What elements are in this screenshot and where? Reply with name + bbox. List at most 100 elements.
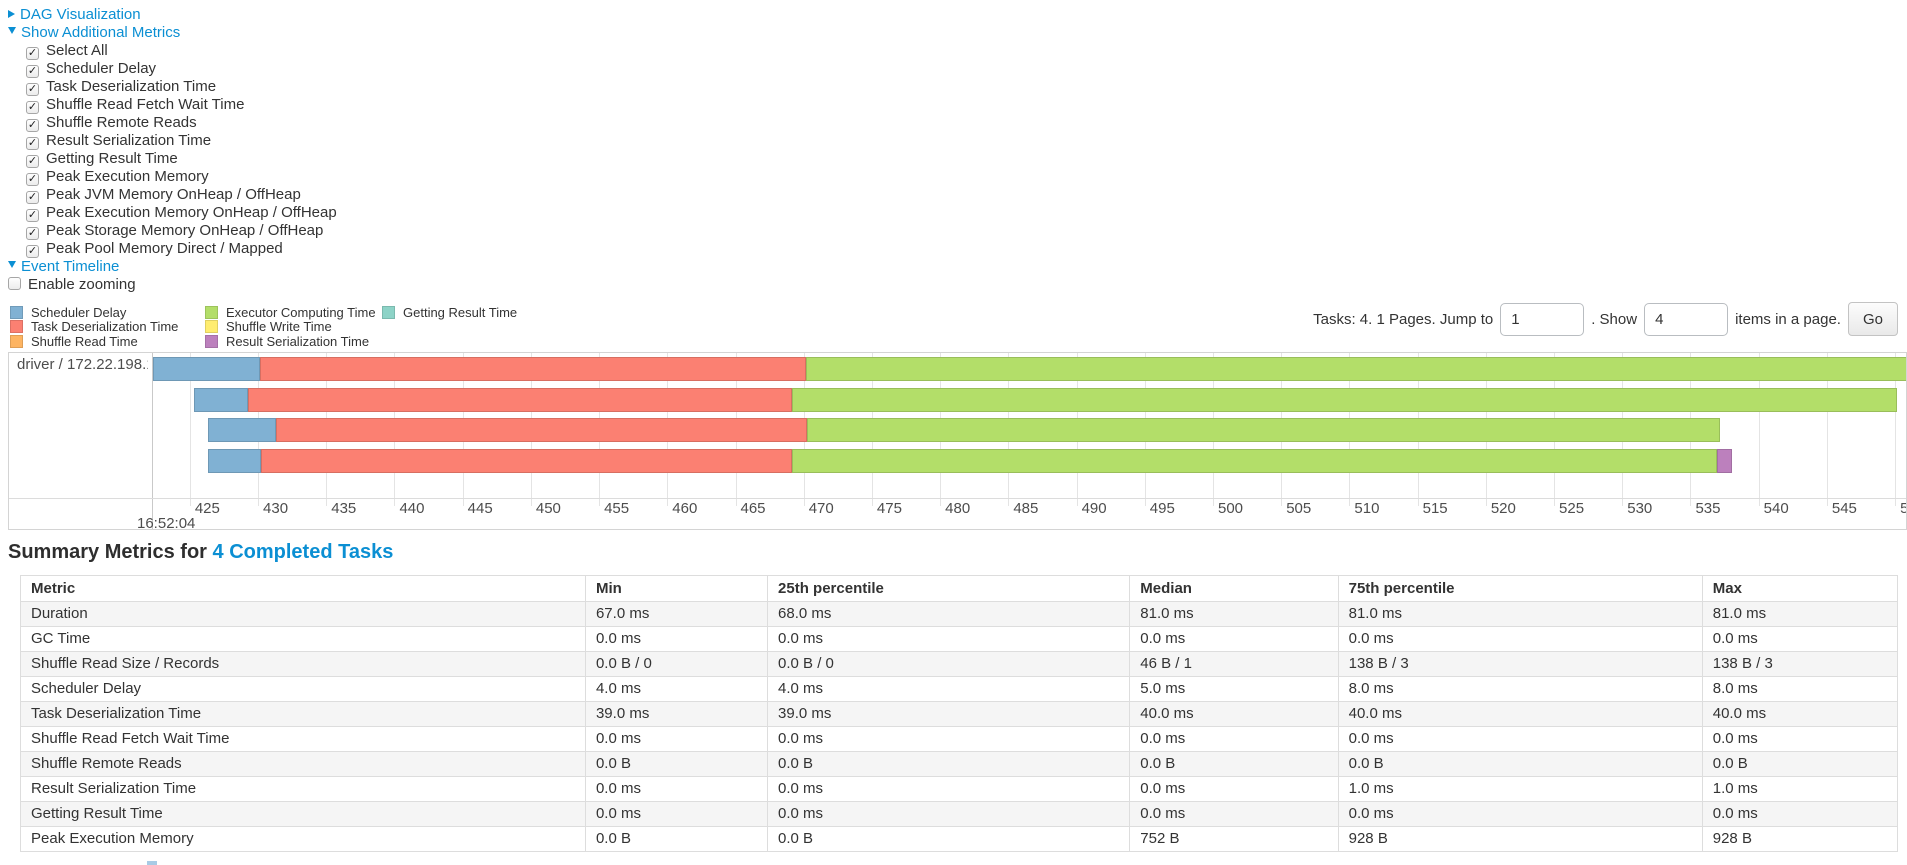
metric-value-cell: 0.0 B (767, 826, 1131, 852)
metric-value-cell: 0.0 ms (584, 626, 769, 652)
cutoff-content-fragment (147, 861, 157, 865)
legend-label: Scheduler Delay (31, 304, 127, 320)
event-timeline-toggle[interactable]: Event Timeline (8, 258, 337, 276)
task-segment-scheduler-delay[interactable] (207, 449, 262, 474)
checkbox-icon: ✓ (26, 101, 39, 114)
axis-tick-label: 460 (672, 500, 698, 517)
metric-checkbox-label: Peak JVM Memory OnHeap / OffHeap (46, 186, 301, 203)
checkbox-icon (8, 277, 21, 290)
metric-checkbox-peak-execution-memory-onheap-offheap[interactable]: ✓ Peak Execution Memory OnHeap / OffHeap (26, 204, 337, 222)
task-segment-scheduler-delay[interactable] (194, 387, 248, 412)
metric-name-cell: Scheduler Delay (20, 676, 586, 702)
axis-major-label: 16:52:04 (137, 515, 196, 530)
chevron-down-icon (8, 261, 16, 268)
metric-name-cell: Shuffle Remote Reads (20, 751, 586, 777)
checkbox-icon: ✓ (26, 83, 39, 96)
metric-checkbox-label: Shuffle Remote Reads (46, 114, 197, 131)
metric-checkbox-result-serialization-time[interactable]: ✓ Result Serialization Time (26, 132, 337, 150)
pagination-mid-text: . Show (1591, 310, 1638, 328)
table-header-75th-percentile: 75th percentile (1337, 575, 1703, 602)
metric-checkbox-shuffle-read-fetch-wait-time[interactable]: ✓ Shuffle Read Fetch Wait Time (26, 96, 337, 114)
task-segment-task-deserialization[interactable] (261, 449, 793, 474)
legend-swatch-icon (205, 320, 218, 334)
task-timeline-bar[interactable] (153, 357, 1906, 381)
metric-value-cell: 0.0 ms (1701, 726, 1899, 752)
pagination-suffix-text: items in a page. (1735, 310, 1841, 328)
timeline-group-labels: driver / 172.22.198.104 (9, 353, 153, 529)
chevron-down-icon (8, 27, 16, 34)
jump-to-page-input[interactable] (1500, 302, 1585, 336)
axis-tick-label: 540 (1763, 500, 1789, 517)
metric-value-cell: 0.0 ms (584, 776, 769, 802)
metric-checkbox-shuffle-remote-reads[interactable]: ✓ Shuffle Remote Reads (26, 114, 337, 132)
task-segment-task-deserialization[interactable] (247, 387, 793, 412)
metric-value-cell: 0.0 ms (1701, 626, 1899, 652)
show-additional-metrics-toggle[interactable]: Show Additional Metrics (8, 24, 337, 42)
table-header-25th-percentile: 25th percentile (767, 575, 1131, 602)
metric-checkbox-peak-pool-memory-direct-mapped[interactable]: ✓ Peak Pool Memory Direct / Mapped (26, 240, 337, 258)
task-segment-task-deserialization[interactable] (260, 357, 807, 381)
timeline-legend: Scheduler Delay Task Deserialization Time… (10, 305, 517, 349)
summary-metrics-title: Summary Metrics for 4 Completed Tasks (8, 541, 393, 564)
enable-zooming-label: Enable zooming (28, 276, 136, 293)
axis-tick-label: 530 (1627, 500, 1653, 517)
metric-checkbox-label: Getting Result Time (46, 150, 178, 167)
metric-name-cell: Task Deserialization Time (20, 701, 586, 727)
metric-checkbox-label: Peak Storage Memory OnHeap / OffHeap (46, 222, 324, 239)
enable-zooming-checkbox[interactable]: Enable zooming (8, 276, 337, 294)
table-row-getting-result-time: Getting Result Time 0.0 ms 0.0 ms 0.0 ms 0.0… (20, 801, 1899, 827)
metric-checkbox-label: Peak Execution Memory (46, 168, 209, 185)
task-segment-executor-computing[interactable] (807, 418, 1720, 443)
metric-checkbox-peak-jvm-memory-onheap-offheap[interactable]: ✓ Peak JVM Memory OnHeap / OffHeap (26, 186, 337, 204)
metric-checkbox-label: Select All (46, 42, 108, 59)
task-segment-executor-computing[interactable] (792, 449, 1718, 474)
legend-item-executor-computing-time: Executor Computing Time (205, 305, 376, 320)
legend-label: Result Serialization Time (226, 333, 370, 349)
metric-checkbox-list: ✓ Select All ✓ Scheduler Delay ✓ Task Deseria… (26, 42, 337, 258)
stage-toggles: DAG Visualization Show Additional Metric… (8, 6, 337, 294)
metric-value-cell: 4.0 ms (767, 676, 1131, 702)
metric-value-cell: 81.0 ms (1129, 601, 1339, 627)
metric-checkbox-select-all[interactable]: ✓ Select All (26, 42, 337, 60)
task-timeline-bar[interactable] (153, 387, 1906, 412)
task-segment-task-deserialization[interactable] (276, 418, 808, 443)
metric-checkbox-label: Scheduler Delay (46, 60, 157, 77)
metric-value-cell: 40.0 ms (1337, 701, 1703, 727)
metric-checkbox-task-deserialization-time[interactable]: ✓ Task Deserialization Time (26, 78, 337, 96)
go-button[interactable]: Go (1847, 302, 1898, 336)
axis-tick-label: 425 (194, 500, 220, 517)
metric-value-cell: 8.0 ms (1701, 676, 1899, 702)
items-per-page-input[interactable] (1644, 302, 1729, 336)
task-segment-scheduler-delay[interactable] (153, 357, 260, 381)
metric-value-cell: 138 B / 3 (1337, 651, 1703, 677)
metric-value-cell: 0.0 ms (1337, 801, 1703, 827)
metric-checkbox-getting-result-time[interactable]: ✓ Getting Result Time (26, 150, 337, 168)
timeline-plot-area: 16:52:04 425 430 435 440 445 450 455 460 465 470 4… (9, 353, 1906, 529)
metric-value-cell: 0.0 ms (767, 801, 1131, 827)
task-segment-executor-computing[interactable] (792, 387, 1897, 412)
metric-checkbox-peak-execution-memory[interactable]: ✓ Peak Execution Memory (26, 168, 337, 186)
metric-value-cell: 4.0 ms (584, 676, 769, 702)
dag-visualization-toggle[interactable]: DAG Visualization (8, 6, 337, 24)
task-timeline-bar[interactable] (153, 418, 1906, 443)
metric-checkbox-peak-storage-memory-onheap-offheap[interactable]: ✓ Peak Storage Memory OnHeap / OffHeap (26, 222, 337, 240)
metric-value-cell: 5.0 ms (1129, 676, 1339, 702)
metric-checkbox-scheduler-delay[interactable]: ✓ Scheduler Delay (26, 60, 337, 78)
legend-swatch-icon (10, 320, 23, 334)
metric-value-cell: 0.0 ms (1337, 626, 1703, 652)
pagination-prefix-text: Tasks: 4. 1 Pages. Jump to (1313, 310, 1494, 328)
completed-tasks-link[interactable]: 4 Completed Tasks (212, 541, 394, 563)
metric-value-cell: 0.0 ms (1129, 776, 1339, 802)
legend-swatch-icon (205, 305, 218, 319)
task-segment-scheduler-delay[interactable] (207, 418, 277, 443)
grid-line (189, 353, 191, 506)
axis-tick-label: 450 (535, 500, 561, 517)
task-timeline-bar[interactable] (153, 449, 1906, 474)
task-segment-executor-computing[interactable] (806, 357, 1906, 381)
metric-checkbox-label: Peak Execution Memory OnHeap / OffHeap (46, 204, 337, 221)
task-segment-result-serialization[interactable] (1717, 449, 1733, 474)
legend-label: Executor Computing Time (226, 304, 376, 320)
axis-tick-label: 515 (1422, 500, 1448, 517)
axis-tick-label: 495 (1149, 500, 1175, 517)
metric-value-cell: 40.0 ms (1129, 701, 1339, 727)
